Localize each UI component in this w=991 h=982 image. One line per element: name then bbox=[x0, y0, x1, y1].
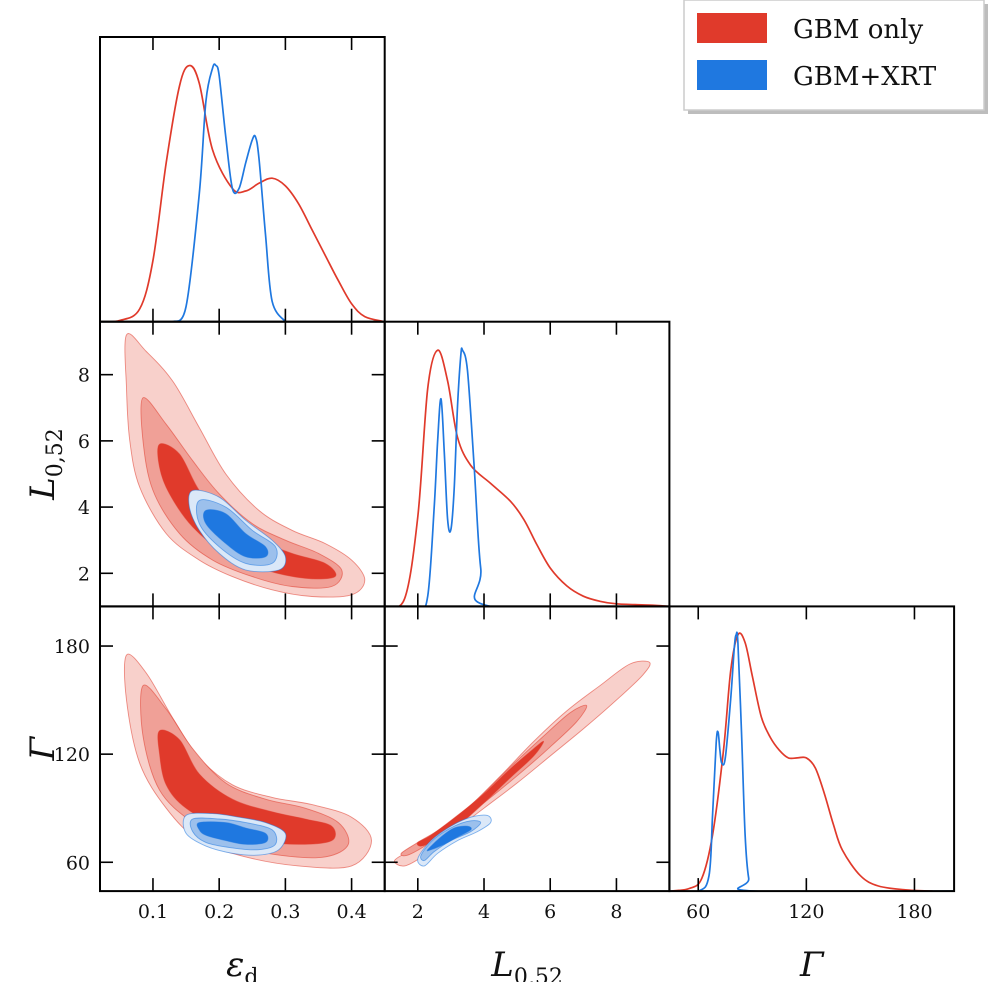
y-tick-label-L0: 8 bbox=[78, 365, 90, 387]
y-tick-label-L0: 6 bbox=[78, 431, 90, 453]
contour-mid-gbm-only bbox=[140, 397, 343, 589]
x-axis-label-Gamma: Γ bbox=[799, 945, 825, 982]
contour-inner-gbm-xrt bbox=[426, 825, 472, 852]
legend-swatch-gbm-only bbox=[697, 13, 767, 43]
legend: GBM only GBM+XRT bbox=[683, 0, 988, 114]
y-axis-label-L0: L0,52 bbox=[23, 428, 68, 501]
panel-content bbox=[669, 631, 955, 892]
y-axis-label-Gamma: Γ bbox=[23, 736, 63, 762]
y-tick-label-Gamma: 60 bbox=[66, 852, 90, 874]
marginal-Gamma-gbm-only bbox=[669, 632, 933, 892]
x-axis-label-eps_d: εd bbox=[226, 945, 258, 982]
panel-content bbox=[124, 333, 366, 598]
y-tick-label-L0: 2 bbox=[78, 563, 90, 585]
legend-swatch-gbm-xrt bbox=[697, 60, 767, 90]
contour-inner-gbm-xrt bbox=[196, 821, 269, 845]
panel-Gamma-L0 bbox=[383, 605, 671, 893]
panel-frame bbox=[668, 605, 956, 893]
x-tick-label-eps_d: 0.3 bbox=[270, 901, 300, 923]
panel-frame bbox=[383, 320, 671, 608]
panel-Gamma-Gamma bbox=[668, 605, 956, 893]
legend-label-gbm-only: GBM only bbox=[793, 15, 923, 45]
panel-content bbox=[123, 653, 372, 869]
x-tick-label-Gamma: 60 bbox=[686, 901, 710, 923]
x-tick-label-eps_d: 0.4 bbox=[336, 901, 366, 923]
marginal-L0-gbm-xrt bbox=[384, 347, 670, 607]
panel-content bbox=[100, 63, 385, 322]
y-tick-label-Gamma: 120 bbox=[54, 744, 90, 766]
marginal-L0-gbm-only bbox=[384, 349, 670, 607]
x-tick-label-L0: 4 bbox=[478, 901, 490, 923]
panel-L0-eps_d bbox=[99, 320, 386, 608]
legend-label-gbm-xrt: GBM+XRT bbox=[793, 62, 937, 92]
contour-inner-gbm-xrt bbox=[202, 509, 269, 559]
contour-mid-gbm-only bbox=[400, 704, 588, 857]
panel-content bbox=[394, 660, 651, 867]
x-tick-label-Gamma: 180 bbox=[896, 901, 932, 923]
x-tick-label-Gamma: 120 bbox=[788, 901, 824, 923]
marginal-Gamma-gbm-xrt bbox=[669, 631, 955, 892]
marginal-eps_d-gbm-xrt bbox=[172, 63, 287, 322]
y-tick-label-Gamma: 180 bbox=[54, 636, 90, 658]
panel-eps_d-eps_d bbox=[99, 36, 386, 323]
x-tick-label-L0: 8 bbox=[610, 901, 622, 923]
marginal-eps_d-gbm-only bbox=[100, 64, 385, 322]
x-tick-label-L0: 6 bbox=[544, 901, 556, 923]
x-axis-label-L0: L0,52 bbox=[490, 945, 563, 982]
panel-content bbox=[384, 347, 670, 607]
panel-L0-L0 bbox=[383, 320, 671, 608]
x-tick-label-eps_d: 0.1 bbox=[138, 901, 168, 923]
y-tick-label-L0: 4 bbox=[78, 497, 90, 519]
x-tick-label-L0: 2 bbox=[412, 901, 424, 923]
panel-Gamma-eps_d bbox=[99, 605, 386, 893]
x-tick-label-eps_d: 0.2 bbox=[204, 901, 234, 923]
